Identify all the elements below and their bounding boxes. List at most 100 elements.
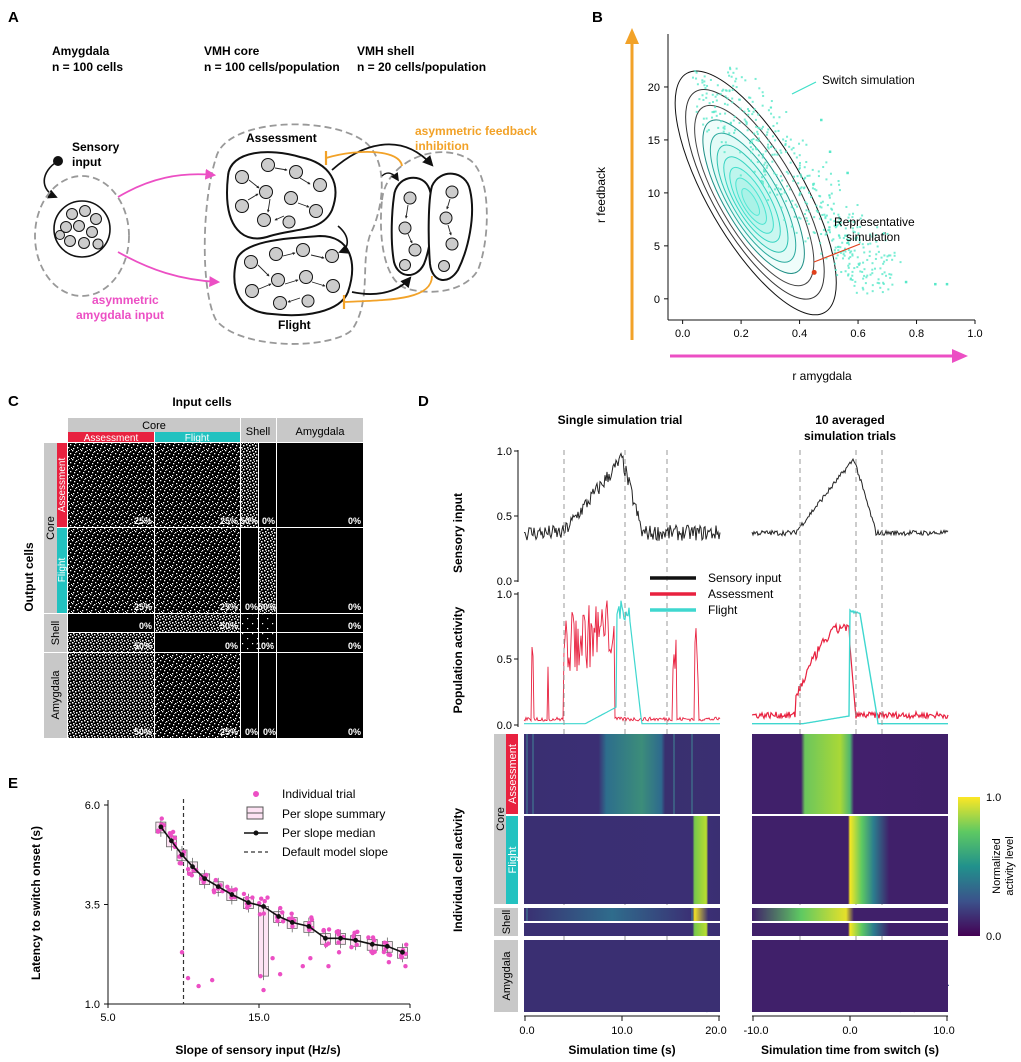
e-trial-point [354,942,359,948]
b-simulation-point [738,98,741,101]
b-simulation-point [837,234,840,237]
b-simulation-point [816,210,819,213]
c-col-flight-label: Flight [185,433,210,444]
b-simulation-point [829,218,832,221]
d-ytick: 0.0 [497,576,512,588]
b-simulation-point [847,243,850,246]
b-simulation-point [820,206,823,209]
c-block [155,614,240,632]
b-simulation-point [836,274,839,277]
core-title: VMH core [204,44,260,58]
b-simulation-point [723,125,726,128]
b-simulation-point [819,205,822,208]
b-simulation-point [819,242,822,245]
b-simulation-point [767,143,770,146]
e-trial-point [261,911,267,916]
b-simulation-point [723,127,726,130]
b-simulation-point [771,135,774,138]
b-simulation-point [843,254,846,257]
b-simulation-point [705,92,708,95]
b-simulation-point [813,232,816,235]
b-simulation-point [815,209,818,212]
e-trial-point [290,924,295,929]
b-simulation-point [800,175,803,178]
b-simulation-point [757,137,760,140]
b-simulation-point [869,233,872,236]
b-simulation-point [696,83,699,86]
b-simulation-point [852,212,855,215]
b-simulation-point [839,221,842,224]
b-simulation-point [716,93,719,96]
flight-to-shell-arrow [351,276,412,295]
b-simulation-point [798,168,801,171]
b-simulation-point [760,179,763,182]
b-simulation-point [882,262,885,265]
b-simulation-point [723,102,726,105]
e-trial-point [280,919,286,924]
b-simulation-point [750,151,753,154]
b-simulation-point [866,292,869,295]
b-simulation-point [724,95,727,98]
b-simulation-point [830,183,833,186]
e-trial-point [370,935,376,940]
e-trial-point [225,884,230,890]
e-trial-point [352,930,357,936]
b-simulation-point [852,220,855,223]
e-ytick-label: 3.5 [85,900,100,912]
b-simulation-point [712,111,715,114]
d-xtick: -10.0 [743,1025,768,1037]
b-simulation-point [766,164,769,167]
b-simulation-point [854,237,857,240]
b-simulation-point [746,108,749,111]
c-pct: 50% [240,516,258,526]
b-annotation-simulation: simulation [846,230,900,244]
d-row-shell [494,908,518,936]
b-simulation-point [825,178,828,181]
b-simulation-point [847,264,850,267]
b-density-contour [729,166,774,234]
b-simulation-point [807,222,810,225]
e-trial-point [275,918,280,924]
b-simulation-point [858,262,861,265]
b-simulation-point [837,245,840,248]
b-simulation-point [833,262,836,265]
b-simulation-point [885,274,888,277]
b-simulation-point [706,130,709,133]
c-pct: 10% [256,641,274,651]
b-simulation-point [844,234,847,237]
c-block [241,653,258,738]
c-block [68,443,154,527]
b-simulation-point [701,94,704,97]
b-simulation-point [822,228,825,231]
b-simulation-point [767,139,770,142]
b-simulation-point [728,132,731,135]
c-block [259,614,276,632]
b-simulation-point [833,220,836,223]
e-trial-point [321,928,327,933]
e-trial-point [300,963,305,969]
b-simulation-point [856,226,859,229]
c-row-assessment-label: Assessment [57,458,68,513]
flight-label: Flight [278,318,311,332]
b-simulation-point [845,205,848,208]
e-trial-point [170,829,176,835]
b-simulation-point [844,227,847,230]
c-col-flight [155,432,240,442]
amyg-input-label-1: asymmetric [92,293,159,307]
d-xtick: 10.0 [933,1025,954,1037]
c-row-amygdala [44,653,67,738]
b-simulation-point [762,94,765,97]
b-simulation-point [772,124,775,127]
b-simulation-point [828,150,832,154]
b-simulation-point [825,161,828,164]
b-simulation-point [735,77,738,80]
b-simulation-point [751,148,754,151]
b-simulation-point [858,238,861,241]
b-simulation-point [739,151,742,154]
b-simulation-point [875,253,878,256]
b-simulation-point [749,96,752,99]
b-xtick-label: 0.0 [675,328,690,340]
b-ytick-label: 10 [648,188,660,200]
b-ytick-label: 15 [648,135,660,147]
b-simulation-point [853,284,856,287]
